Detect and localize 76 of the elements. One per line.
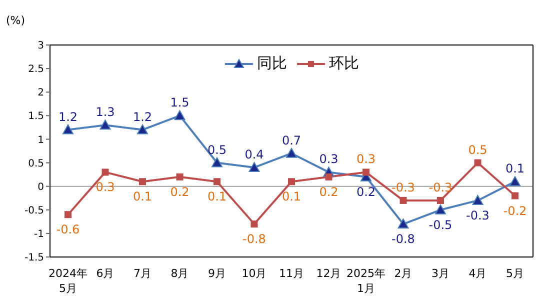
point: [400, 196, 407, 204]
point: [288, 178, 295, 186]
x-tick-label: 4月: [468, 267, 487, 280]
point: [102, 168, 109, 176]
point: [248, 162, 260, 172]
data-label: 0.2: [356, 184, 376, 199]
point: [62, 124, 74, 134]
point: [214, 178, 220, 186]
data-label: 0.5: [207, 142, 227, 157]
data-label: 0.3: [96, 180, 115, 194]
point: [100, 120, 111, 130]
legend-label: 环比: [328, 54, 359, 73]
x-tick-label: 10月: [242, 267, 267, 280]
y-tick-label: 0: [38, 182, 44, 193]
data-label: -0.3: [466, 208, 490, 222]
point: [325, 173, 332, 180]
y-tick-label: -0.5: [24, 205, 44, 216]
point: [64, 211, 72, 218]
point: [510, 176, 520, 186]
data-label: 0.7: [282, 133, 302, 148]
point: [286, 148, 297, 158]
data-label: -0.2: [503, 204, 527, 218]
data-label: 1.5: [170, 96, 190, 110]
data-label: -0.8: [392, 232, 415, 246]
x-tick-label: 6月: [96, 267, 114, 280]
data-label: -0.8: [242, 232, 266, 246]
point: [139, 178, 146, 186]
y-tick-label: 2: [38, 88, 44, 99]
data-label: 0.3: [356, 152, 376, 166]
x-tick-label: 2月: [394, 267, 412, 280]
y-tick-label: -1.5: [24, 252, 44, 264]
data-label: 0.1: [132, 190, 152, 204]
x-tick-label: 2024年 5月: [48, 267, 88, 295]
x-tick-label: 7月: [134, 267, 152, 280]
data-label: 0.4: [244, 147, 264, 162]
point: [250, 220, 258, 228]
point: [435, 204, 446, 214]
point: [174, 110, 186, 120]
legend-label: 同比: [256, 54, 287, 73]
y-tick-label: 2.5: [28, 64, 44, 76]
x-tick-label: 9月: [208, 267, 226, 280]
y-tick-label: 1.5: [28, 111, 44, 122]
data-label: 1.3: [96, 105, 115, 120]
data-label: 1.2: [132, 110, 152, 124]
data-label: -0.5: [428, 218, 452, 232]
point: [362, 168, 370, 176]
data-label: -0.6: [56, 222, 80, 237]
data-label: 0.1: [282, 190, 302, 204]
data-label: 0.5: [468, 142, 488, 157]
y-tick-label: -1: [34, 228, 44, 240]
point: [472, 194, 484, 205]
data-label: 0.3: [319, 152, 338, 166]
data-label: 0.1: [207, 190, 227, 204]
data-label: 0.2: [319, 184, 338, 199]
point: [137, 124, 148, 134]
y-tick-label: 3: [38, 40, 44, 52]
data-label: 0.1: [505, 162, 525, 176]
x-tick-label: 8月: [170, 267, 189, 280]
point: [437, 196, 444, 204]
x-tick-label: 12月: [316, 267, 342, 280]
x-tick-label: 11月: [279, 267, 304, 280]
x-tick-label: 3月: [432, 267, 450, 280]
x-tick-label: 2025年 1月: [346, 267, 386, 295]
point: [212, 157, 222, 168]
point: [474, 159, 482, 166]
x-tick-label: 5月: [506, 267, 524, 280]
data-label: 0.2: [170, 184, 190, 199]
point: [512, 192, 518, 200]
y-axis-title: (%): [6, 14, 26, 27]
data-label: -0.3: [392, 180, 415, 194]
y-tick-label: 0.5: [28, 158, 44, 170]
data-label: -0.3: [428, 180, 452, 194]
point: [398, 218, 409, 229]
data-label: 1.2: [58, 110, 78, 124]
y-tick-label: 1: [38, 134, 44, 146]
point: [176, 173, 184, 180]
